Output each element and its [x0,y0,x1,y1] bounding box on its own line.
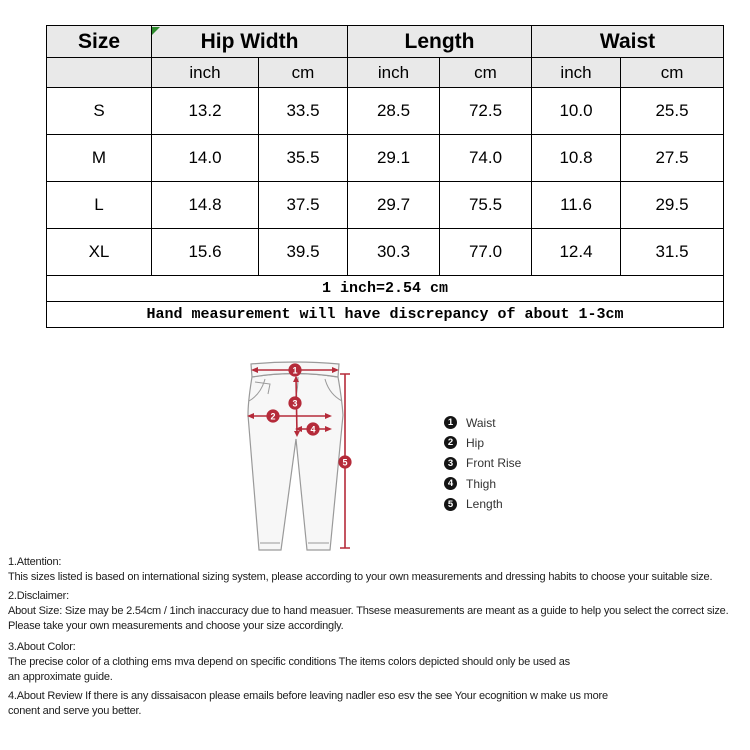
value-cell: 15.6 [151,228,259,276]
about-color-body-line2: an approximate guide. [8,671,113,683]
col-header-length: Length [346,25,533,58]
table-header-row: Size Hip Width Length Waist [46,25,725,58]
unit-header: inch [151,57,259,88]
footnote-hand-measurement: Hand measurement will have discrepancy o… [45,301,725,328]
table-unit-row: inch cm inch cm inch cm [46,57,725,88]
pants-measurement-diagram: 1 3 2 4 5 [247,361,352,551]
size-cell: S [46,87,152,135]
value-cell: 35.5 [258,134,348,182]
value-cell: 25.5 [620,87,725,135]
footnote-inch-conversion: 1 inch=2.54 cm [45,275,725,302]
legend-number-badge: 4 [444,477,457,491]
value-cell: 29.1 [347,134,440,182]
measurement-legend: 1 Waist 2 Hip 3 Front Rise 4 Thigh 5 Len… [444,416,521,518]
attention-body: This sizes listed is based on internatio… [8,571,713,583]
hip-dimension: 2 [247,409,332,423]
unit-header: cm [438,57,533,88]
value-cell: 10.8 [531,134,622,182]
value-cell: 28.5 [347,87,440,135]
unit-header: cm [258,57,348,88]
legend-number-badge: 3 [444,456,457,470]
value-cell: 30.3 [347,228,440,276]
disclaimer-body-line1: About Size: Size may be 2.54cm / 1inch i… [8,605,729,617]
unit-header: cm [620,57,725,88]
value-cell: 10.0 [531,87,622,135]
size-cell: L [46,181,152,229]
value-cell: 29.7 [347,181,440,229]
size-table: Size Hip Width Length Waist inch cm inch… [45,25,725,328]
value-cell: 14.8 [151,181,259,229]
cell-corner-marker-icon [152,27,160,35]
length-dimension: 5 [338,373,352,549]
about-color-title: 3.About Color: [8,641,76,653]
value-cell: 74.0 [438,134,533,182]
legend-item-front-rise: 3 Front Rise [444,456,522,471]
thigh-callout: 4 [310,424,315,434]
value-cell: 11.6 [531,181,622,229]
value-cell: 72.5 [438,87,533,135]
table-footnote-row: Hand measurement will have discrepancy o… [45,301,725,328]
legend-number-badge: 5 [444,497,457,511]
legend-number-badge: 1 [444,416,457,429]
about-review-body-line1: 4.About Review If there is any dissaisac… [8,690,608,702]
about-color-body-line1: The precise color of a clothing ems mva … [8,656,570,668]
front-rise-dimension: 3 [288,376,302,437]
value-cell: 37.5 [258,181,348,229]
thigh-dimension: 4 [295,422,332,436]
disclaimer-title: 2.Disclaimer: [8,590,69,602]
value-cell: 27.5 [620,134,725,182]
legend-label: Thigh [466,476,497,491]
legend-label: Front Rise [466,456,522,471]
table-row-l: L 14.8 37.5 29.7 75.5 11.6 29.5 [46,181,725,229]
unit-empty-cell [46,57,152,88]
waist-dimension: 1 [251,363,339,377]
legend-item-waist: 1 Waist [444,415,521,430]
value-cell: 12.4 [531,228,622,276]
table-row-xl: XL 15.6 39.5 30.3 77.0 12.4 31.5 [46,228,725,276]
value-cell: 77.0 [438,228,533,276]
front-rise-callout: 3 [292,398,297,408]
legend-item-thigh: 4 Thigh [444,476,521,491]
value-cell: 33.5 [258,87,348,135]
value-cell: 14.0 [151,134,259,182]
value-cell: 75.5 [438,181,533,229]
value-cell: 39.5 [258,228,348,276]
legend-label: Waist [466,415,496,430]
size-cell: M [46,134,152,182]
unit-header: inch [347,57,440,88]
value-cell: 31.5 [620,228,725,276]
length-callout: 5 [342,457,347,467]
attention-title: 1.Attention: [8,556,62,568]
legend-label: Length [466,497,503,512]
about-review-body-line2: conent and serve you better. [8,705,142,717]
legend-item-hip: 2 Hip [444,435,521,450]
table-row-s: S 13.2 33.5 28.5 72.5 10.0 25.5 [46,87,725,135]
legend-label: Hip [466,435,485,450]
col-header-hip-width: Hip Width [151,25,348,58]
table-footnote-row: 1 inch=2.54 cm [45,275,725,302]
col-header-size: Size [46,25,152,58]
unit-header: inch [531,57,622,88]
size-cell: XL [46,228,152,276]
table-row-m: M 14.0 35.5 29.1 74.0 10.8 27.5 [46,134,725,182]
waist-callout: 1 [292,365,297,375]
hip-callout: 2 [270,411,275,421]
legend-number-badge: 2 [444,436,457,450]
legend-item-length: 5 Length [444,497,521,512]
disclaimer-body-line2: Please take your own measurements and ch… [8,620,344,632]
value-cell: 29.5 [620,181,725,229]
col-header-waist: Waist [531,25,725,58]
value-cell: 13.2 [151,87,259,135]
